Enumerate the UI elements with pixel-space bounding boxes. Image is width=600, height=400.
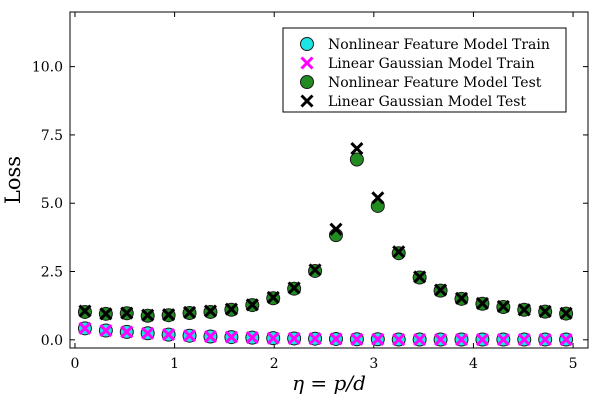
linear-gaussian-model-test-point-8 [245,298,259,312]
linear-gaussian-model-train-point-2 [120,325,134,339]
linear-gaussian-model-train-point-7 [224,330,238,344]
y-tick-label-1: 2.5 [41,265,63,281]
linear-gaussian-model-train-point-1 [99,323,113,338]
linear-gaussian-model-test-point-3 [141,308,155,322]
linear-gaussian-model-test-point-2 [120,306,134,320]
linear-gaussian-model-test-point-20 [496,299,510,314]
y-tick-label-2: 5.0 [41,196,63,212]
linear-gaussian-model-train-point-13 [350,332,364,346]
linear-gaussian-model-test-point-11 [308,263,322,277]
x-tick-label-2: 2 [270,356,279,372]
linear-gaussian-model-test-point-13 [350,142,364,156]
linear-gaussian-model-train-point-22 [538,332,552,347]
linear-gaussian-model-train-point-19 [475,332,489,347]
linear-gaussian-model-train-point-14 [371,332,385,346]
linear-gaussian-model-train-point-3 [141,326,155,340]
x-tick-label-0: 0 [71,356,80,372]
y-tick-label-0: 0.0 [41,333,63,349]
linear-gaussian-model-train-point-8 [245,331,259,345]
x-tick-label-5: 5 [569,356,578,372]
x-tick-label-3: 3 [369,356,378,372]
linear-gaussian-model-test-point-22 [538,304,552,318]
linear-gaussian-model-train-point-15 [392,332,406,347]
linear-gaussian-model-test-point-18 [454,291,469,305]
linear-gaussian-model-test-point-1 [99,307,113,321]
linear-gaussian-model-test-point-17 [434,283,448,297]
linear-gaussian-model-train-point-20 [496,332,510,347]
legend-box [282,27,567,113]
legend: Nonlinear Feature Model Train Linear Gaus… [282,27,567,113]
linear-gaussian-model-train-point-18 [454,332,469,347]
linear-gaussian-model-train-point-16 [413,332,427,347]
linear-gaussian-model-train-point-9 [266,331,280,345]
linear-gaussian-model-test-point-0 [78,304,92,318]
legend-label-linear-gaussian-model-train: Linear Gaussian Model Train [328,56,535,72]
linear-gaussian-model-test-point-21 [517,303,531,317]
legend-label-nonlinear-feature-model-train: Nonlinear Feature Model Train [328,37,550,53]
linear-gaussian-model-train-point-11 [308,332,322,346]
linear-gaussian-model-test-point-10 [287,281,301,295]
y-tick-label-3: 7.5 [41,128,63,144]
linear-gaussian-model-test-point-15 [392,245,406,259]
linear-gaussian-model-test-point-16 [413,270,427,284]
linear-gaussian-model-train-point-23 [559,332,573,347]
y-axis-label: Loss [1,156,25,204]
linear-gaussian-model-train-point-0 [78,321,92,335]
linear-gaussian-model-train-point-5 [182,329,197,343]
linear-gaussian-model-test-point-7 [224,302,238,316]
linear-gaussian-model-train-point-6 [203,329,218,344]
linear-gaussian-model-test-point-23 [559,306,573,320]
x-tick-label-4: 4 [469,356,478,372]
linear-gaussian-model-test-point-4 [162,308,176,322]
x-axis-label: η = p/d [292,371,366,395]
legend-label-nonlinear-feature-model-test: Nonlinear Feature Model Test [328,75,542,91]
linear-gaussian-model-test-point-19 [475,296,489,311]
linear-gaussian-model-test-point-12 [329,222,343,236]
x-tick-label-1: 1 [170,356,179,372]
linear-gaussian-model-train-point-10 [287,331,301,345]
linear-gaussian-model-train-point-12 [329,332,343,346]
nonlinear-feature-model-test-point-13 [349,152,364,167]
legend-marker-nonlinear-feature-model-train [300,37,314,51]
legend-marker-linear-gaussian-model-train [300,56,314,70]
plot-frame [69,11,589,349]
axis-ticks: 0 1 2 3 4 5 0.0 2.5 5.0 7.5 10.0 [32,12,588,372]
linear-gaussian-model-train-point-4 [162,328,176,342]
legend-marker-linear-gaussian-model-test [300,94,314,108]
data-points [77,142,574,347]
legend-label-linear-gaussian-model-test: Linear Gaussian Model Test [328,94,526,110]
linear-gaussian-model-train-point-17 [434,332,448,347]
linear-gaussian-model-train-point-21 [517,332,531,347]
y-tick-label-4: 10.0 [32,60,63,76]
linear-gaussian-model-test-point-6 [203,304,218,318]
linear-gaussian-model-test-point-14 [371,191,385,205]
legend-marker-nonlinear-feature-model-test [300,75,314,89]
linear-gaussian-model-test-point-5 [182,305,197,320]
linear-gaussian-model-test-point-9 [266,290,280,305]
